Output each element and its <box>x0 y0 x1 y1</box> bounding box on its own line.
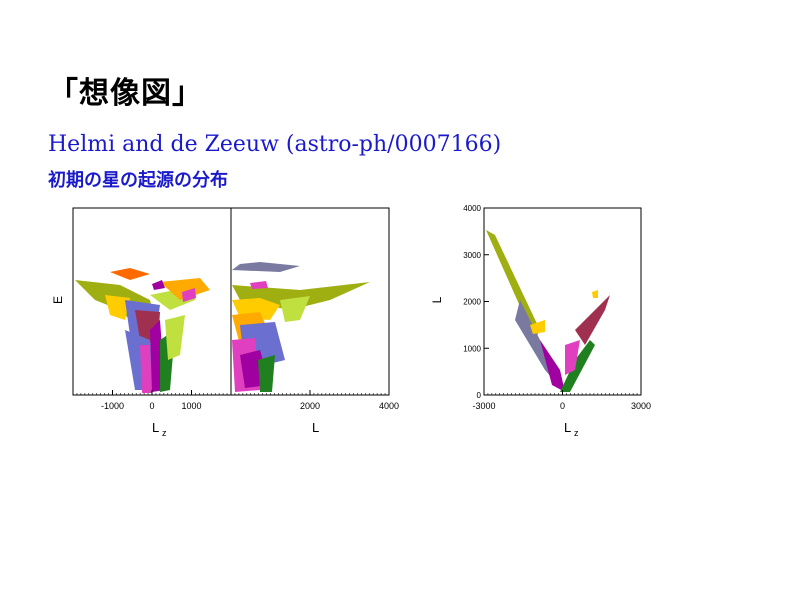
stream-region <box>280 296 310 322</box>
panel-e-l-xlabel: L <box>312 420 319 435</box>
panel-l-lz-yticks: 0 1000 2000 3000 4000 <box>463 204 489 400</box>
y-tick-label: 4000 <box>463 204 481 213</box>
stream-region <box>540 340 565 392</box>
x-tick-label: 1000 <box>181 401 201 411</box>
lz-label-l: L <box>152 420 159 435</box>
panel-e-lz-regions <box>75 268 210 393</box>
stream-region <box>530 320 545 334</box>
y-tick-label: 3000 <box>463 251 481 260</box>
x-tick-label: -1000 <box>101 401 124 411</box>
panel-e-lz-xticks: -1000 0 1000 <box>72 390 232 411</box>
panel-l-lz-xticks: -3000 0 3000 <box>472 390 651 411</box>
stream-region <box>250 281 268 289</box>
paper-reference: Helmi and de Zeeuw (astro-ph/0007166) <box>48 132 502 157</box>
lz-label-sub: z <box>162 428 167 438</box>
stream-region <box>486 230 540 340</box>
panel-l-lz-ylabel: L <box>430 296 444 303</box>
panel-e-lz-ylabel: E <box>51 296 65 304</box>
x-tick-label: 2000 <box>300 401 320 411</box>
stream-region <box>575 295 610 345</box>
stream-region <box>592 290 598 298</box>
stream-region <box>110 268 150 280</box>
panel-e-l-xticks: 2000 4000 <box>230 390 399 411</box>
slide-subtitle: 初期の星の起源の分布 <box>48 170 228 191</box>
x-tick-label: 4000 <box>379 401 399 411</box>
stream-region <box>165 315 185 360</box>
stream-region <box>105 295 130 320</box>
lz-label-sub: z <box>574 428 579 438</box>
lz-label-l: L <box>564 420 571 435</box>
x-tick-label: 0 <box>560 401 565 411</box>
stream-region <box>560 340 595 392</box>
stream-region <box>258 355 275 392</box>
stream-region <box>160 278 210 300</box>
stream-region <box>182 288 196 302</box>
panel-e-lz: -1000 0 1000 E L z <box>51 207 232 438</box>
panel-l-lz-xlabel: L z <box>564 420 579 438</box>
y-tick-label: 1000 <box>463 344 481 353</box>
x-tick-label: 0 <box>149 401 154 411</box>
panel-l-lz-regions <box>486 230 610 392</box>
y-tick-label: 0 <box>477 391 482 400</box>
panel-e-lz-xlabel: L z <box>152 420 167 438</box>
y-tick-label: 2000 <box>463 298 481 307</box>
slide-title: 「想像図」 <box>48 76 203 111</box>
stream-region <box>232 262 300 272</box>
stream-region <box>565 340 580 375</box>
x-tick-label: -3000 <box>472 401 495 411</box>
x-tick-label: 3000 <box>631 401 651 411</box>
stream-region <box>152 280 165 290</box>
panel-e-l-regions <box>232 262 370 392</box>
panel-frame <box>483 207 642 396</box>
stream-region <box>140 345 152 393</box>
panel-e-l: 2000 4000 L <box>230 207 399 435</box>
